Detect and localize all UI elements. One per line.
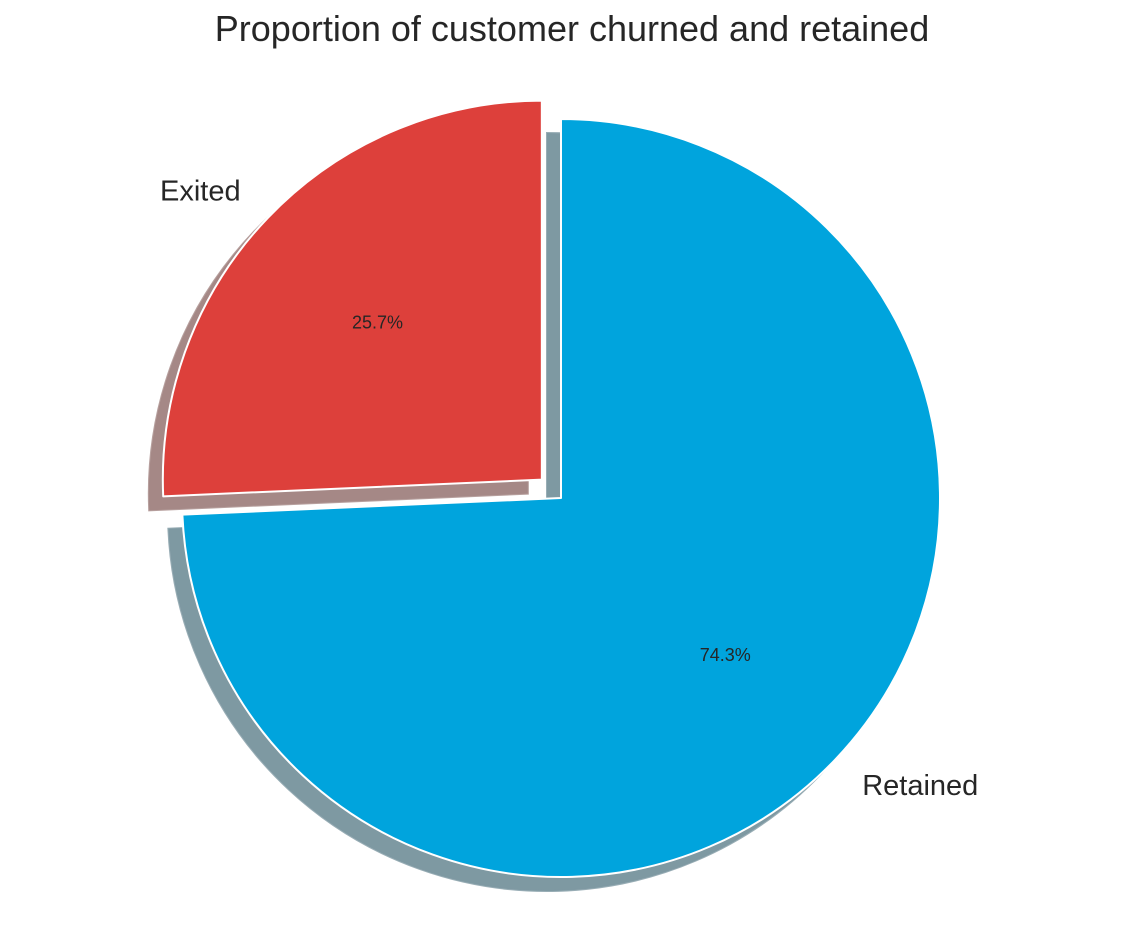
pie-labels-group: 25.7% Exited 74.3% Retained — [160, 175, 978, 802]
pie-pct-label-retained: 74.3% — [700, 645, 751, 665]
chart-title: Proportion of customer churned and retai… — [214, 8, 930, 49]
pie-slice-exited — [161, 99, 543, 498]
pie-pct-label-exited: 25.7% — [352, 312, 403, 332]
pie-category-label-exited: Exited — [160, 175, 241, 207]
pie-category-label-retained: Retained — [862, 770, 978, 802]
pie-slices-group — [161, 99, 942, 878]
pie-slice-retained — [181, 118, 942, 878]
